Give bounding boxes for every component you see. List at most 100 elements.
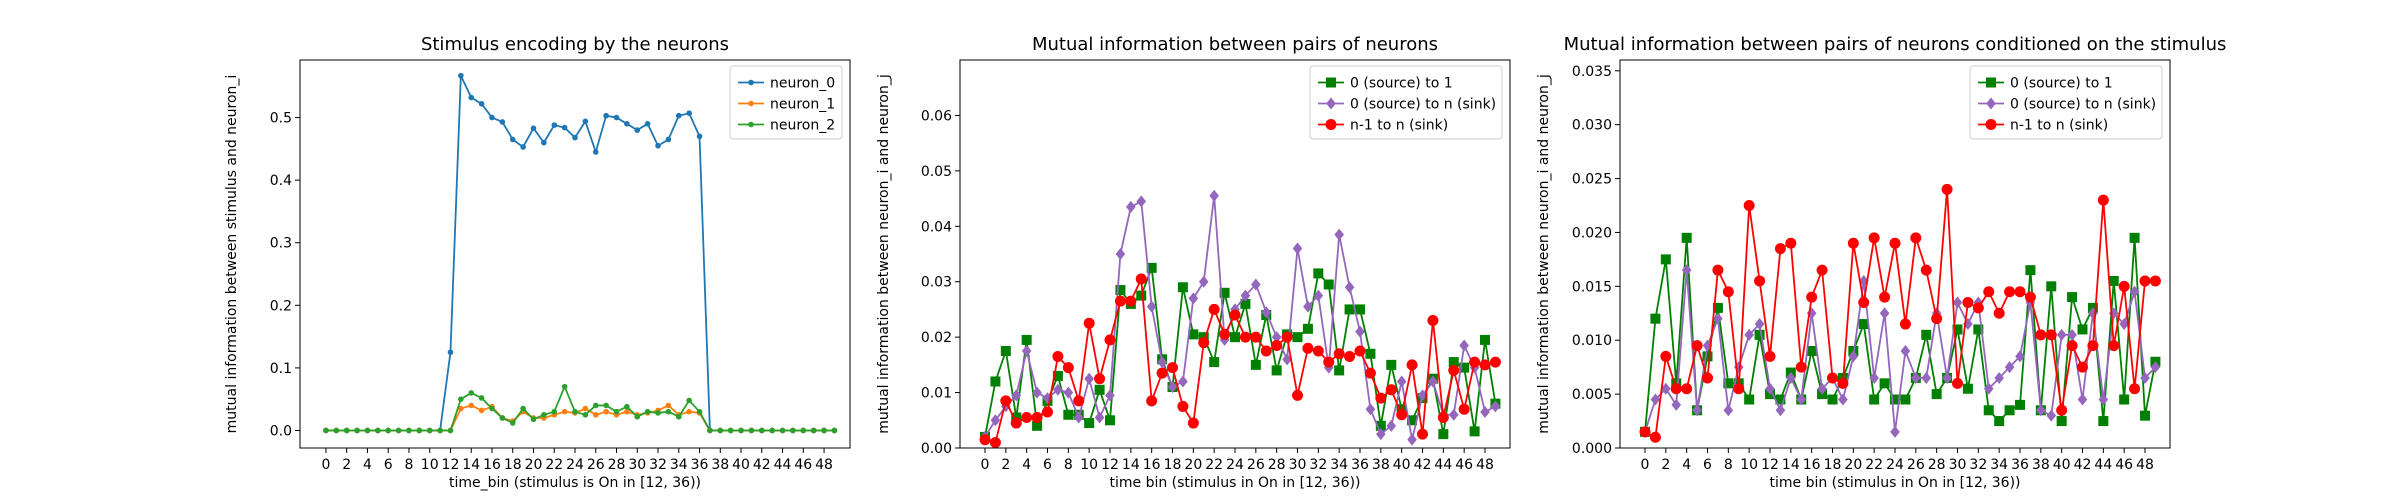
data-point — [1437, 412, 1449, 424]
x-tick-label: 24 — [1886, 457, 1904, 473]
x-tick-label: 0 — [981, 457, 990, 473]
x-tick-label: 20 — [1184, 457, 1202, 473]
data-point — [1743, 200, 1755, 211]
legend-label: n-1 to n (sink) — [1350, 118, 1448, 134]
x-tick-label: 6 — [1043, 457, 1052, 473]
data-point — [1219, 287, 1230, 298]
data-point — [1083, 317, 1095, 329]
data-point — [478, 101, 485, 107]
x-tick-label: 28 — [1268, 457, 1286, 473]
data-point — [1806, 346, 1817, 356]
x-tick-label: 42 — [1414, 457, 1432, 473]
data-point — [2097, 194, 2109, 206]
data-point — [2015, 350, 2025, 363]
data-point — [478, 395, 485, 401]
data-point — [2004, 405, 2015, 416]
data-point — [1858, 297, 1870, 308]
data-point — [406, 427, 412, 434]
data-point — [1775, 394, 1786, 405]
data-point — [447, 427, 454, 434]
data-point — [2129, 285, 2140, 298]
data-point — [592, 149, 599, 155]
data-point — [1660, 350, 1672, 362]
y-tick-label: 0.3 — [270, 236, 292, 252]
data-point — [1702, 372, 1713, 384]
data-point — [1469, 356, 1481, 368]
data-point — [1713, 312, 1723, 325]
x-tick-label: 18 — [1164, 457, 1182, 473]
data-point — [2004, 361, 2015, 374]
data-point — [1438, 429, 1449, 440]
data-point — [1744, 328, 1754, 341]
x-tick-label: 20 — [525, 457, 543, 473]
data-point — [1271, 339, 1283, 351]
data-point — [1994, 371, 2004, 384]
data-point — [426, 427, 433, 434]
x-tick-label: 32 — [1969, 457, 1987, 473]
plot-frame — [299, 59, 851, 449]
data-point — [2036, 404, 2046, 417]
x-tick-label: 28 — [608, 457, 626, 473]
x-tick-label: 36 — [2011, 457, 2029, 473]
series-neuron_2 — [323, 383, 838, 434]
data-point — [2118, 280, 2130, 292]
data-point — [2046, 281, 2057, 292]
x-tick-label: 6 — [1703, 457, 1712, 473]
data-point — [1105, 389, 1115, 402]
x-tick-label: 12 — [1761, 457, 1779, 473]
data-point — [1458, 403, 1470, 415]
chart-panel-2: Mutual information between pairs of neur… — [876, 34, 1511, 491]
data-point — [727, 427, 734, 434]
data-point — [1744, 394, 1755, 405]
x-tick-label: 30 — [628, 457, 646, 473]
data-point — [333, 427, 340, 434]
data-point — [1649, 431, 1661, 443]
data-point — [686, 408, 692, 415]
data-point — [1837, 377, 1849, 389]
data-point — [1712, 302, 1723, 313]
x-tick-label: 10 — [1080, 457, 1098, 473]
x-axis-label: time bin (stimulus in On in [12, 36)) — [1769, 475, 2020, 491]
x-tick-label: 24 — [566, 457, 584, 473]
data-point — [1261, 306, 1272, 319]
x-tick-label: 48 — [1476, 457, 1494, 473]
data-point — [2140, 410, 2150, 421]
series-line — [1644, 188, 2156, 439]
data-point — [385, 427, 392, 434]
x-tick-label: 38 — [711, 457, 729, 473]
data-point — [2149, 275, 2161, 287]
x-tick-label: 4 — [1682, 457, 1691, 473]
data-point — [1931, 389, 1942, 400]
data-point — [2140, 371, 2150, 384]
data-point — [1062, 362, 1074, 374]
data-point — [655, 142, 661, 149]
data-point — [478, 407, 485, 414]
data-point — [1396, 404, 1407, 415]
data-point — [686, 110, 692, 116]
data-point — [2056, 328, 2067, 341]
x-tick-label: 18 — [1824, 457, 1842, 473]
data-point — [686, 397, 692, 404]
plot-frame — [959, 59, 1511, 449]
x-tick-label: 26 — [1247, 457, 1265, 473]
legend-marker — [1326, 77, 1336, 88]
data-point — [1983, 286, 1995, 298]
data-point — [613, 408, 620, 415]
data-point — [1650, 313, 1661, 324]
x-tick-label: 40 — [2053, 457, 2071, 473]
x-tick-label: 8 — [1724, 457, 1733, 473]
data-point — [1365, 348, 1376, 359]
legend-label: 0 (source) to 1 — [1350, 76, 1453, 92]
data-point — [2119, 394, 2130, 405]
data-point — [1187, 417, 1199, 429]
data-point — [1952, 377, 1963, 389]
data-point — [1993, 307, 2005, 319]
data-point — [1386, 419, 1397, 432]
data-point — [1785, 237, 1797, 249]
data-point — [1827, 394, 1838, 405]
data-point — [644, 121, 651, 127]
legend-label: 0 (source) to n (sink) — [1350, 97, 1496, 113]
x-tick-label: 18 — [504, 457, 522, 473]
data-point — [1681, 232, 1692, 243]
